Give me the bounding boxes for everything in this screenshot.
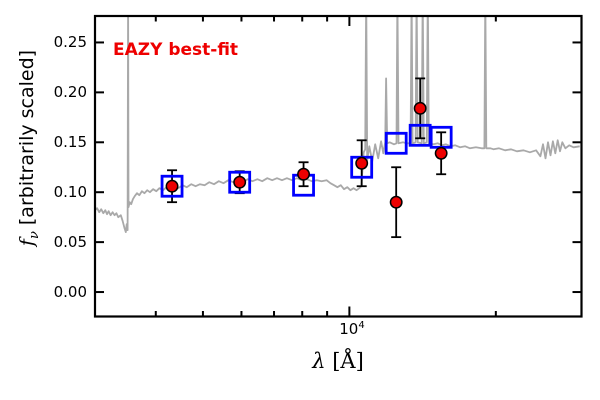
best-fit-annotation: EAZY best-fit	[113, 40, 239, 60]
y-axis-label-subscript: ν	[26, 231, 42, 240]
y-axis-label-rest: [arbitrarily scaled]	[16, 49, 39, 232]
model-photometry-point	[228, 170, 252, 194]
observed-photometry-point	[413, 101, 427, 115]
y-tick-label: 0.25	[53, 33, 87, 52]
y-tick-label: 0.00	[53, 283, 87, 302]
observed-photometry-point	[233, 175, 247, 189]
axis-ticks	[95, 16, 582, 317]
model-photometry-point	[384, 131, 408, 155]
y-tick-label: 0.15	[53, 133, 87, 152]
plot-data-layer	[95, 16, 580, 239]
observed-photometry-point	[297, 167, 311, 181]
axes-frame	[93, 14, 583, 318]
y-axis-label-symbol: f	[16, 239, 39, 247]
x-axis-label-symbol: λ	[312, 349, 326, 373]
x-tick-exponent: 4	[358, 320, 365, 331]
x-axis-label-unit: [Å]	[325, 349, 364, 373]
model-photometry-point	[160, 174, 184, 198]
y-tick-label: 0.05	[53, 233, 87, 252]
x-axis-label: λ [Å]	[238, 349, 438, 373]
y-tick-label: 0.20	[53, 83, 87, 102]
model-spectrum-line	[95, 16, 580, 233]
observed-photometry-point	[434, 146, 448, 160]
x-tick-label-10e4: 104	[329, 320, 375, 338]
observed-photometry-point	[165, 179, 179, 193]
x-tick-base: 10	[339, 320, 359, 338]
y-axis-label: fν [arbitrarily scaled]	[16, 50, 42, 246]
observed-photometry-point	[355, 156, 369, 170]
observed-photometry-point	[389, 195, 403, 209]
y-tick-label: 0.10	[53, 183, 87, 202]
